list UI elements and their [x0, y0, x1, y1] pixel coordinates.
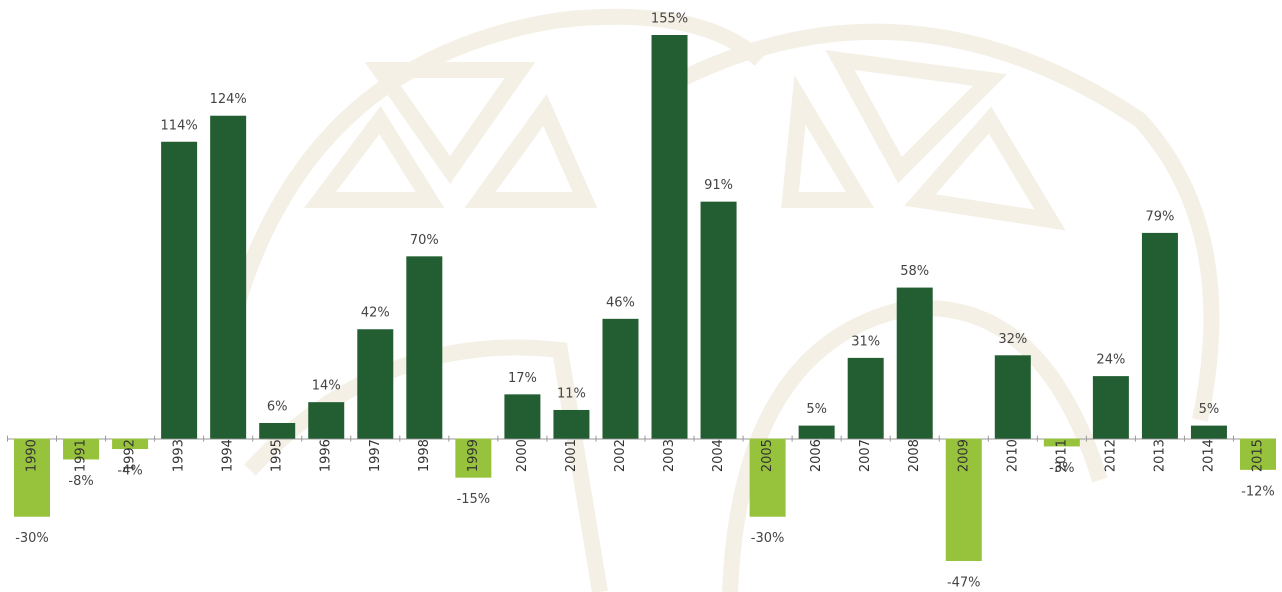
x-tick-label: 2003: [662, 439, 677, 472]
x-tick-label: 2000: [515, 439, 530, 472]
bar: [652, 35, 688, 439]
chart: -30%1990-8%1991-4%1992114%1993124%19946%…: [0, 0, 1282, 592]
bar: [701, 202, 737, 439]
x-tick-label: 2014: [1201, 439, 1216, 472]
value-label: -15%: [457, 492, 491, 507]
value-label: 31%: [851, 334, 880, 349]
x-tick-label: 2007: [858, 439, 873, 472]
value-label: 11%: [557, 386, 586, 401]
x-tick-label: 2015: [1251, 439, 1266, 472]
value-label: 91%: [704, 178, 733, 193]
value-label: 5%: [806, 402, 827, 417]
bar: [259, 423, 295, 439]
x-tick-label: 1998: [417, 439, 432, 472]
x-tick-label: 1994: [221, 439, 236, 472]
x-tick-label: 2009: [956, 439, 971, 472]
x-tick-label: 2004: [711, 439, 726, 472]
bar: [161, 142, 197, 439]
value-label: 79%: [1145, 209, 1174, 224]
bar: [799, 426, 835, 439]
bar: [1191, 426, 1227, 439]
value-label: 17%: [508, 371, 537, 386]
value-label: 5%: [1199, 402, 1220, 417]
value-label: 46%: [606, 295, 635, 310]
bar: [406, 256, 442, 438]
x-tick-label: 2006: [809, 439, 824, 472]
value-label: -8%: [68, 474, 93, 489]
value-label: 70%: [410, 233, 439, 248]
x-tick-label: 2013: [1152, 439, 1167, 472]
bar: [848, 358, 884, 439]
x-tick-label: 2002: [613, 439, 628, 472]
x-tick-label: 2012: [1103, 439, 1118, 472]
x-tick-label: 1991: [74, 439, 89, 472]
x-tick-label: 2011: [1054, 439, 1069, 472]
x-tick-label: 2005: [760, 439, 775, 472]
bar: [357, 329, 393, 438]
value-label: 124%: [210, 92, 247, 107]
x-tick-label: 1993: [172, 439, 187, 472]
bar: [210, 116, 246, 439]
x-tick-label: 1992: [123, 439, 138, 472]
value-label: 42%: [361, 306, 390, 321]
value-label: 14%: [312, 379, 341, 394]
x-tick-label: 1999: [466, 439, 481, 472]
value-label: -30%: [15, 531, 49, 546]
x-tick-label: 1990: [25, 439, 40, 472]
x-tick-label: 1996: [319, 439, 334, 472]
value-label: -30%: [751, 531, 785, 546]
value-label: 114%: [161, 118, 198, 133]
bar: [995, 355, 1031, 438]
value-label: 6%: [267, 399, 288, 414]
x-tick-label: 1995: [270, 439, 285, 472]
value-label: -47%: [947, 576, 981, 591]
value-label: 58%: [900, 264, 929, 279]
bar: [1093, 376, 1129, 438]
value-label: 32%: [998, 332, 1027, 347]
x-tick-label: 1997: [368, 439, 383, 472]
value-label: -12%: [1241, 484, 1275, 499]
bar: [308, 402, 344, 438]
value-label: 24%: [1096, 353, 1125, 368]
bar: [553, 410, 589, 439]
bar: [602, 319, 638, 439]
bar: [504, 394, 540, 438]
bar: [897, 288, 933, 439]
x-tick-label: 2010: [1005, 439, 1020, 472]
x-tick-label: 2008: [907, 439, 922, 472]
bar: [1142, 233, 1178, 439]
value-label: 155%: [651, 12, 688, 27]
x-tick-label: 2001: [564, 439, 579, 472]
